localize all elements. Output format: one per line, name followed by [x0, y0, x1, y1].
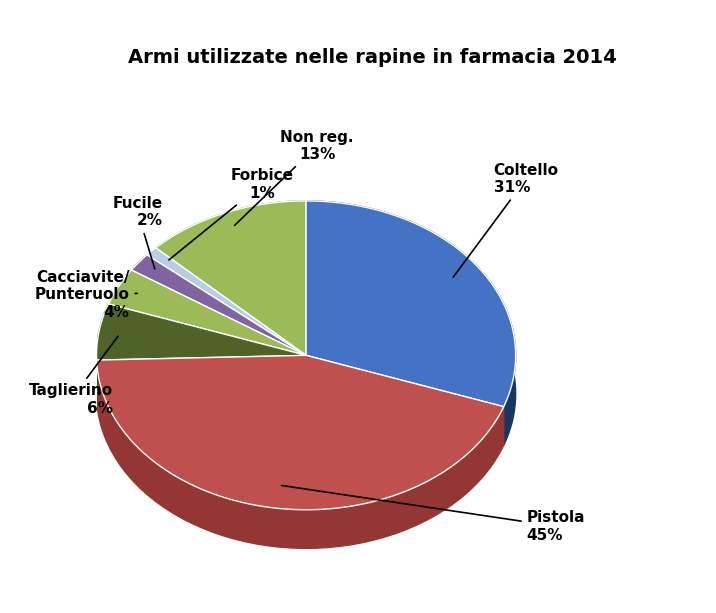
Title: Armi utilizzate nelle rapine in farmacia 2014: Armi utilizzate nelle rapine in farmacia… — [128, 48, 616, 67]
Polygon shape — [147, 248, 155, 294]
Text: Cacciavite/
Punteruolo
4%: Cacciavite/ Punteruolo 4% — [34, 270, 137, 319]
Polygon shape — [108, 270, 306, 356]
Text: Fucile
2%: Fucile 2% — [112, 196, 163, 269]
Polygon shape — [306, 201, 516, 406]
Polygon shape — [131, 255, 147, 308]
Polygon shape — [97, 360, 504, 549]
Text: Pistola
45%: Pistola 45% — [281, 485, 585, 543]
Polygon shape — [131, 255, 306, 356]
Text: Non reg.
13%: Non reg. 13% — [235, 129, 354, 226]
Polygon shape — [155, 201, 306, 356]
Polygon shape — [97, 356, 504, 510]
Polygon shape — [97, 304, 306, 360]
Polygon shape — [147, 248, 306, 356]
Polygon shape — [97, 304, 108, 398]
Text: Forbice
1%: Forbice 1% — [169, 168, 294, 260]
Polygon shape — [306, 201, 516, 445]
Polygon shape — [155, 201, 306, 286]
Polygon shape — [108, 270, 131, 343]
Text: Taglierino
6%: Taglierino 6% — [29, 337, 118, 416]
Text: Coltello
31%: Coltello 31% — [453, 162, 558, 277]
